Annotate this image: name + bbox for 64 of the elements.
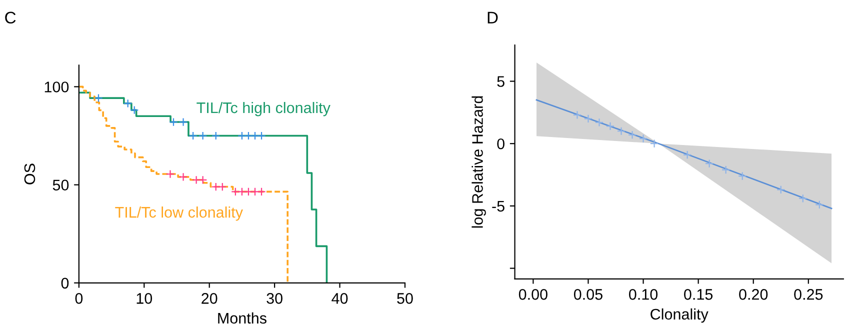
point bbox=[616, 126, 626, 136]
y-tick-label: -5 bbox=[492, 200, 504, 212]
x-tick-label: 0.05 bbox=[574, 289, 602, 300]
chart-title: C bbox=[5, 12, 16, 24]
point bbox=[594, 118, 604, 127]
point bbox=[250, 187, 260, 196]
x-tick-label: 0.10 bbox=[629, 289, 658, 300]
point bbox=[238, 131, 246, 140]
point bbox=[123, 99, 132, 108]
point bbox=[188, 131, 198, 140]
point bbox=[94, 94, 103, 102]
point bbox=[572, 110, 582, 120]
x-tick-label: 10 bbox=[136, 293, 152, 304]
point bbox=[257, 187, 266, 196]
x-tick-label: 0 bbox=[75, 293, 83, 304]
x-tick-label: 0.00 bbox=[518, 289, 548, 300]
point bbox=[192, 176, 201, 184]
y-tick-label: 0 bbox=[61, 278, 69, 289]
point bbox=[212, 182, 220, 192]
point bbox=[798, 194, 808, 203]
x-tick-label: 0.15 bbox=[684, 289, 713, 300]
point bbox=[628, 130, 637, 140]
point bbox=[638, 134, 648, 143]
x-tick-label: 0.25 bbox=[794, 289, 823, 300]
y-tick-label: 5 bbox=[497, 76, 504, 87]
series-label: TIL/Tc high clonality bbox=[196, 102, 330, 116]
point bbox=[738, 172, 747, 180]
point bbox=[776, 185, 786, 194]
point bbox=[166, 170, 175, 178]
point bbox=[244, 187, 253, 196]
point bbox=[250, 131, 260, 140]
point bbox=[650, 139, 659, 148]
point bbox=[704, 159, 714, 168]
y-axis-title: OS bbox=[24, 164, 36, 184]
point bbox=[198, 131, 208, 140]
series-label: TIL/Tc low clonality bbox=[115, 206, 243, 221]
x-axis-title: Clonality bbox=[650, 308, 708, 323]
y-axis-title: log Relative Hazard bbox=[472, 96, 486, 228]
point bbox=[584, 114, 593, 124]
chart-title: D bbox=[488, 12, 498, 24]
x-tick-label: 40 bbox=[332, 293, 348, 304]
point bbox=[257, 131, 266, 140]
point bbox=[178, 172, 188, 182]
x-tick-label: 0.20 bbox=[739, 289, 768, 300]
point bbox=[721, 165, 730, 174]
point bbox=[169, 118, 178, 126]
point bbox=[815, 200, 824, 210]
point bbox=[130, 106, 139, 114]
x-tick-label: 50 bbox=[397, 293, 413, 304]
point bbox=[231, 187, 240, 196]
x-tick-label: 30 bbox=[266, 293, 282, 304]
point bbox=[238, 187, 246, 196]
y-tick-label: 100 bbox=[44, 82, 69, 92]
point bbox=[244, 131, 253, 140]
point bbox=[178, 118, 188, 126]
y-tick-label: 50 bbox=[52, 180, 69, 190]
x-axis-title: Months bbox=[218, 312, 266, 324]
point bbox=[198, 176, 208, 184]
y-tick-label: 0 bbox=[497, 138, 504, 150]
point bbox=[606, 122, 615, 130]
point bbox=[218, 182, 227, 192]
point bbox=[682, 150, 692, 160]
point bbox=[212, 131, 220, 140]
x-tick-label: 20 bbox=[202, 293, 218, 304]
